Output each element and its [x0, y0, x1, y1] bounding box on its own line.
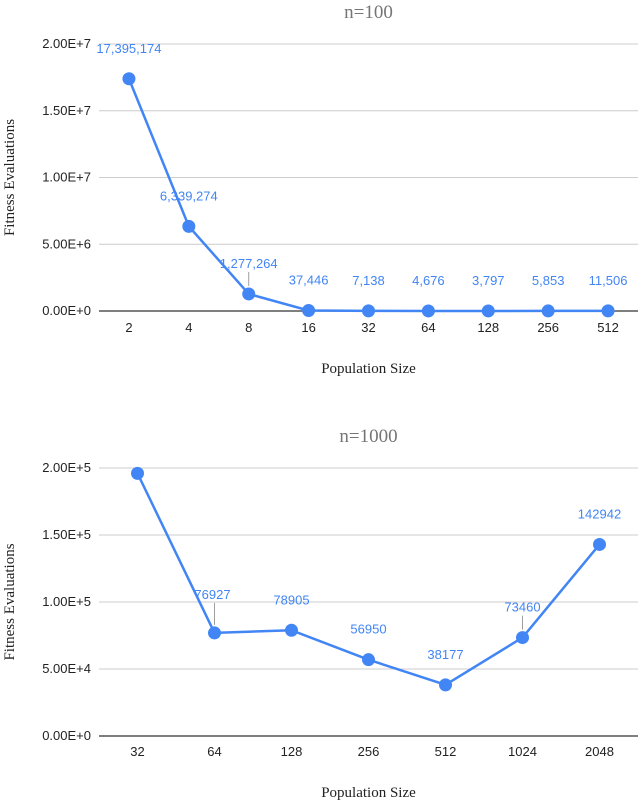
data-label: 73460 — [504, 600, 540, 615]
data-point — [285, 623, 298, 637]
y-axis-title: Fitness Evaluations — [2, 543, 18, 660]
data-label: 1,277,264 — [220, 256, 278, 271]
x-axis-title: Population Size — [321, 361, 416, 377]
data-label: 38177 — [427, 647, 463, 662]
data-label: 7,138 — [352, 273, 385, 288]
data-label: 76927 — [194, 587, 230, 602]
data-point — [131, 466, 144, 480]
x-tick-label: 2048 — [585, 744, 614, 759]
data-point — [362, 653, 375, 667]
y-tick-label: 5.00E+4 — [42, 661, 91, 676]
y-axis-title: Fitness Evaluations — [2, 119, 18, 236]
x-tick-label: 256 — [537, 320, 559, 335]
x-tick-label: 1024 — [508, 744, 537, 759]
x-tick-label: 32 — [361, 320, 375, 335]
data-point — [362, 304, 375, 318]
data-point — [122, 72, 136, 86]
data-point — [421, 304, 435, 318]
data-label: 17,395,174 — [96, 41, 161, 56]
y-tick-label: 0.00E+0 — [42, 303, 91, 318]
x-tick-label: 512 — [435, 744, 457, 759]
y-tick-label: 1.00E+5 — [42, 594, 91, 609]
data-point — [182, 219, 196, 233]
y-tick-label: 1.50E+7 — [42, 103, 91, 118]
y-tick-label: 2.00E+7 — [42, 36, 91, 51]
x-axis-title: Population Size — [321, 785, 416, 801]
data-label: 142942 — [578, 506, 621, 521]
data-label: 56950 — [350, 622, 386, 637]
x-tick-label: 128 — [281, 744, 303, 759]
series-line — [136, 472, 601, 687]
x-tick-label: 8 — [245, 320, 252, 335]
data-label: 37,446 — [289, 273, 329, 288]
y-tick-label: 0.00E+0 — [42, 728, 91, 743]
y-tick-label: 1.00E+7 — [42, 170, 91, 185]
y-tick-label: 5.00E+6 — [42, 236, 91, 251]
x-tick-label: 64 — [207, 744, 221, 759]
chart-n100: n=100 0.00E+0 5.00E+6 1.00E+7 1.50E+7 2.00E+7… — [2, 2, 638, 377]
data-label: 78905 — [273, 592, 309, 607]
data-point — [541, 304, 555, 318]
data-point — [601, 304, 615, 318]
x-tick-label: 128 — [477, 320, 499, 335]
x-tick-label: 256 — [358, 744, 380, 759]
data-label: 3,797 — [472, 273, 505, 288]
x-tick-label: 16 — [301, 320, 315, 335]
x-tick-label: 2 — [125, 320, 132, 335]
data-point — [242, 287, 256, 301]
data-point — [481, 304, 495, 318]
data-label: 5,853 — [532, 273, 565, 288]
data-point — [302, 304, 316, 318]
x-tick-label: 512 — [597, 320, 619, 335]
y-tick-label: 2.00E+5 — [42, 460, 91, 475]
chart-n1000: n=1000 0.00E+0 5.00E+4 1.00E+5 1.50E+5 2.00E+… — [2, 426, 638, 801]
data-label: 6,339,274 — [160, 188, 218, 203]
data-point — [439, 678, 452, 692]
chart-title: n=100 — [344, 2, 393, 23]
x-tick-label: 64 — [421, 320, 435, 335]
x-tick-label: 32 — [130, 744, 144, 759]
data-point — [593, 537, 606, 551]
data-point — [208, 626, 221, 640]
data-label: 11,506 — [589, 273, 628, 288]
y-tick-label: 1.50E+5 — [42, 527, 91, 542]
chart-title: n=1000 — [339, 426, 397, 447]
data-point — [516, 631, 529, 645]
x-tick-label: 4 — [185, 320, 192, 335]
data-label: 4,676 — [412, 273, 445, 288]
